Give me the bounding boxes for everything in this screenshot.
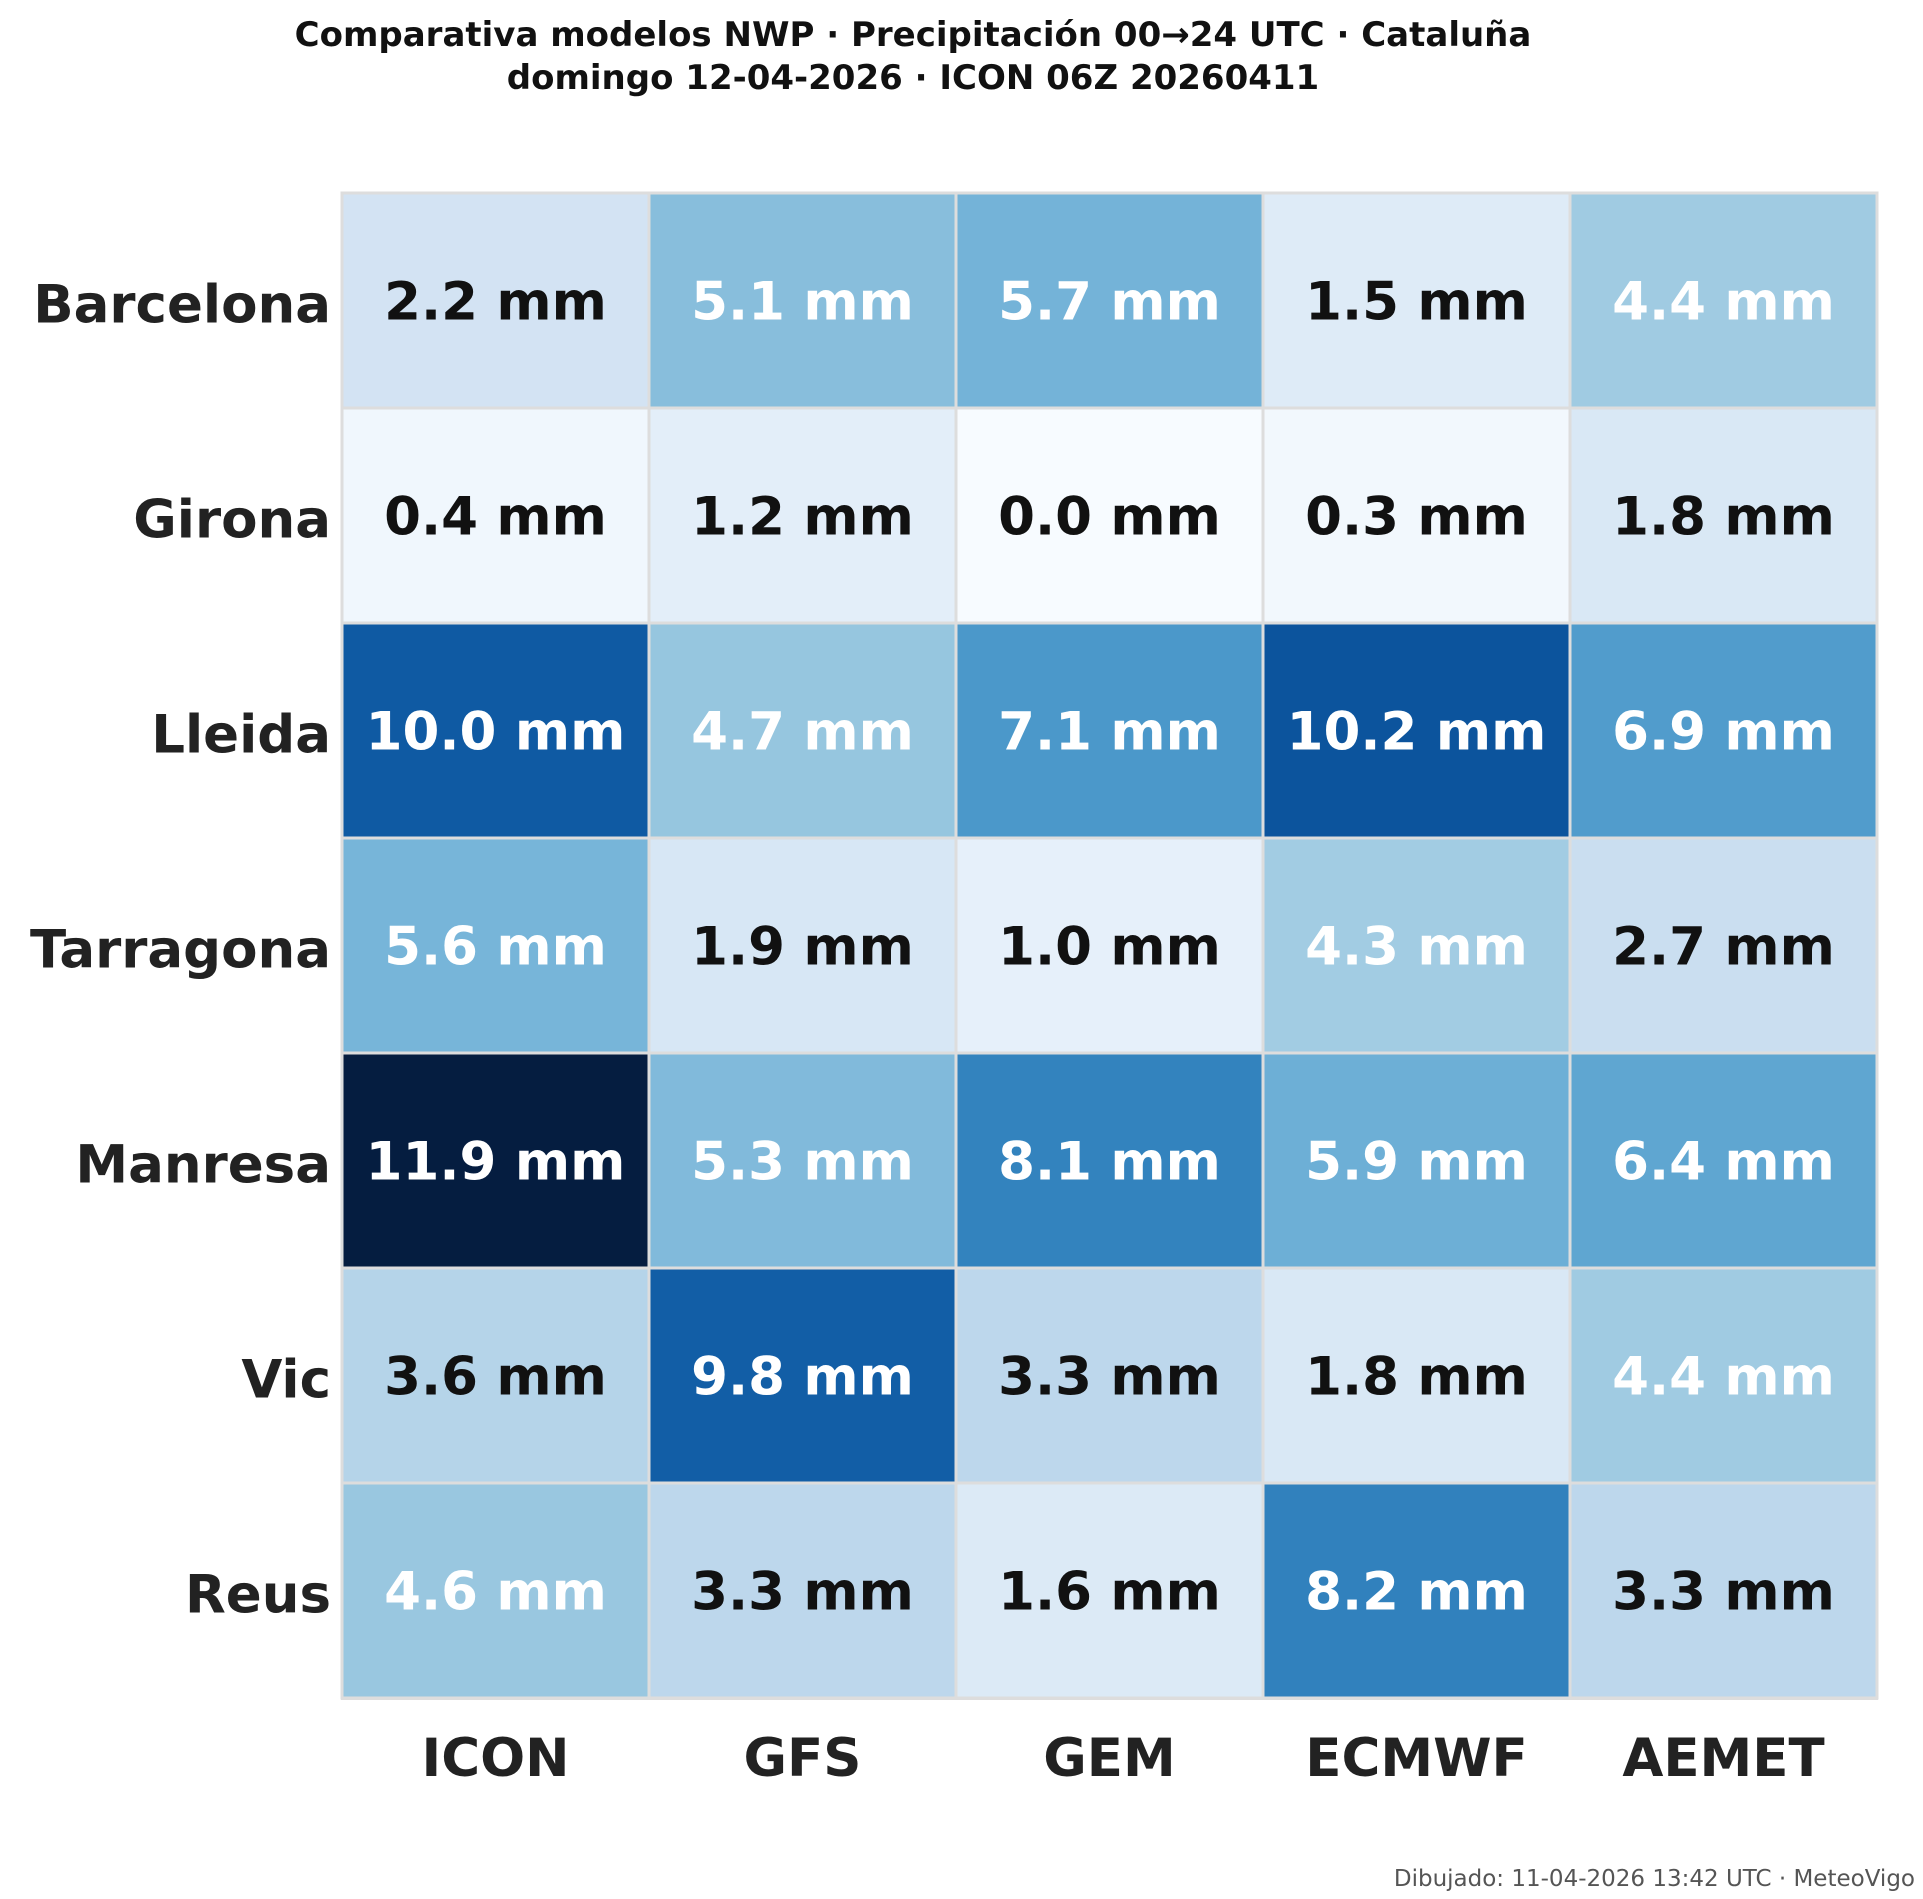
cell-value-label: 3.6 mm	[384, 1347, 607, 1408]
cell-value-label: 11.9 mm	[366, 1132, 626, 1193]
heatmap-cell	[647, 836, 958, 1055]
cell-value-label: 4.3 mm	[1305, 917, 1528, 978]
cell-value-label: 4.4 mm	[1612, 1347, 1835, 1408]
chart-subtitle: domingo 12-04-2026 · ICON 06Z 20260411	[507, 58, 1319, 98]
cell-value-label: 8.1 mm	[998, 1132, 1221, 1193]
cell-value-label: 10.2 mm	[1287, 702, 1547, 763]
heatmap-cell	[1261, 836, 1572, 1055]
row-label: Reus	[185, 1565, 331, 1626]
heatmap-cell	[1568, 406, 1879, 625]
cell-value-label: 1.6 mm	[998, 1562, 1221, 1623]
cell-value-label: 5.1 mm	[691, 272, 914, 333]
row-label: Manresa	[75, 1135, 331, 1196]
cell-value-label: 1.5 mm	[1305, 272, 1528, 333]
heatmap-cell	[1568, 191, 1879, 410]
column-label: AEMET	[1622, 1728, 1824, 1789]
heatmap-cells: 2.2 mm 5.1 mm 5.7 mm 1.5 mm 4.4 mm 0.4 mm 1.2 …	[340, 191, 1879, 1700]
heatmap-cell	[1261, 621, 1572, 840]
cell-value-label: 6.4 mm	[1612, 1132, 1835, 1193]
heatmap-cell	[954, 621, 1265, 840]
cell-value-label: 5.7 mm	[998, 272, 1221, 333]
cell-value-label: 0.4 mm	[384, 487, 607, 548]
heatmap-cell	[954, 1051, 1265, 1270]
footer-credit: Dibujado: 11-04-2026 13:42 UTC · MeteoVi…	[1394, 1866, 1915, 1892]
row-label: Lleida	[151, 705, 331, 766]
heatmap-cell	[954, 406, 1265, 625]
heatmap-cell	[340, 1481, 651, 1700]
heatmap-cell	[954, 1266, 1265, 1485]
heatmap-cell	[1568, 1051, 1879, 1270]
cell-value-label: 4.6 mm	[384, 1562, 607, 1623]
cell-value-label: 9.8 mm	[691, 1347, 914, 1408]
cell-value-label: 0.3 mm	[1305, 487, 1528, 548]
cell-value-label: 3.3 mm	[691, 1562, 914, 1623]
row-labels: Barcelona Girona Lleida Tarragona Manresa Vic…	[30, 275, 331, 1626]
heatmap-cell	[1261, 1266, 1572, 1485]
column-labels: ICON GFS GEM ECMWF AEMET	[421, 1728, 1824, 1789]
cell-value-label: 0.0 mm	[998, 487, 1221, 548]
row-label: Girona	[133, 490, 331, 551]
cell-value-label: 1.0 mm	[998, 917, 1221, 978]
heatmap-cell	[340, 1051, 651, 1270]
cell-value-label: 3.3 mm	[998, 1347, 1221, 1408]
heatmap-cell	[1568, 836, 1879, 1055]
cell-value-label: 4.4 mm	[1612, 272, 1835, 333]
row-label: Vic	[241, 1350, 331, 1411]
plot-frame	[341, 192, 1878, 1700]
row-label: Barcelona	[33, 275, 331, 336]
row-label: Tarragona	[30, 920, 331, 981]
cell-value-label: 3.3 mm	[1612, 1562, 1835, 1623]
column-label: ECMWF	[1305, 1728, 1528, 1789]
heatmap-cell	[647, 621, 958, 840]
cell-value-label: 10.0 mm	[366, 702, 626, 763]
cell-value-label: 6.9 mm	[1612, 702, 1835, 763]
chart-title: Comparativa modelos NWP · Precipitación …	[295, 15, 1532, 55]
cell-value-label: 5.3 mm	[691, 1132, 914, 1193]
heatmap-cell	[340, 406, 651, 625]
cell-value-label: 1.8 mm	[1305, 1347, 1528, 1408]
heatmap-cell	[340, 191, 651, 410]
column-label: ICON	[421, 1728, 569, 1789]
column-label: GEM	[1043, 1728, 1175, 1789]
heatmap-cell	[954, 836, 1265, 1055]
heatmap-cell	[647, 1051, 958, 1270]
heatmap-cell	[647, 1266, 958, 1485]
heatmap-cell	[1261, 191, 1572, 410]
cell-value-label: 2.7 mm	[1612, 917, 1835, 978]
column-label: GFS	[744, 1728, 862, 1789]
cell-value-label: 8.2 mm	[1305, 1562, 1528, 1623]
cell-value-label: 2.2 mm	[384, 272, 607, 333]
cell-value-label: 7.1 mm	[998, 702, 1221, 763]
cell-value-label: 1.9 mm	[691, 917, 914, 978]
cell-value-label: 4.7 mm	[691, 702, 914, 763]
heatmap-cell	[1568, 1481, 1879, 1700]
heatmap-cell	[647, 191, 958, 410]
cell-value-label: 5.9 mm	[1305, 1132, 1528, 1193]
cell-value-label: 1.8 mm	[1612, 487, 1835, 548]
cell-value-label: 5.6 mm	[384, 917, 607, 978]
cell-value-label: 1.2 mm	[691, 487, 914, 548]
